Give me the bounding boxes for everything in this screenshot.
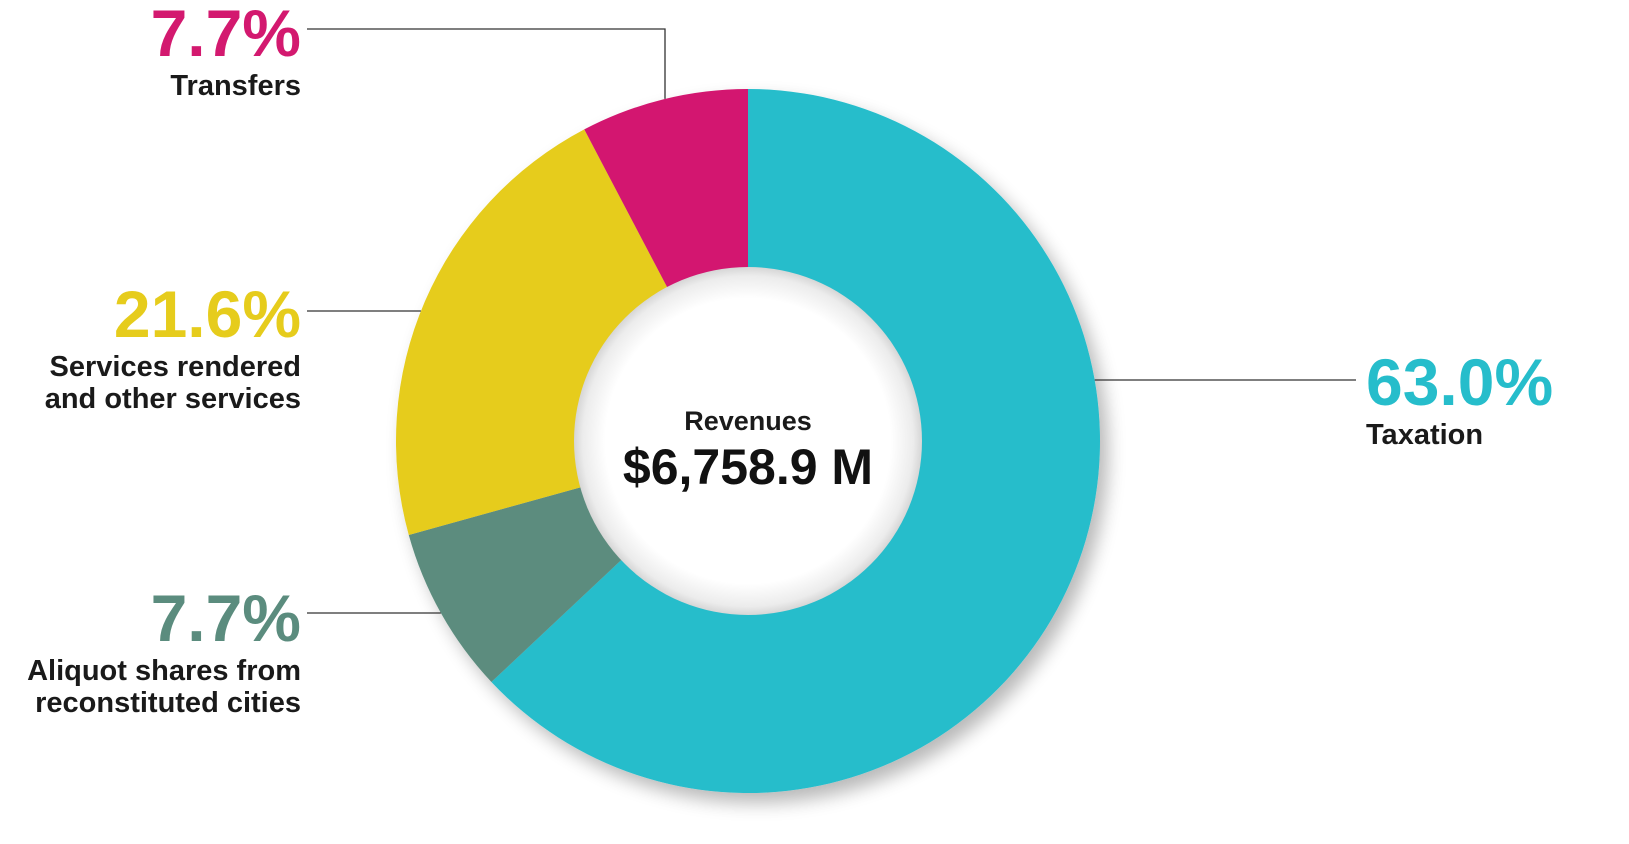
category-label-services-rendered-line-1: Services rendered xyxy=(50,351,301,383)
slice-services-rendered xyxy=(395,129,668,535)
leader-line-transfers xyxy=(307,28,666,99)
value-label-taxation: 63.0% xyxy=(1366,345,1553,419)
center-total-value: $6,758.9 M xyxy=(623,439,873,495)
slice-taxation xyxy=(491,89,1101,794)
category-label-taxation: Taxation xyxy=(1366,419,1483,451)
center-title: Revenues xyxy=(684,406,812,436)
category-label-aliquot-shares-from-line-2: reconstituted cities xyxy=(35,687,301,719)
value-label-transfers: 7.7% xyxy=(151,0,301,70)
slice-transfers xyxy=(584,89,748,289)
value-label-aliquot-shares-from: 7.7% xyxy=(151,581,301,655)
category-label-services-rendered-line-2: and other services xyxy=(45,383,301,415)
value-label-services-rendered: 21.6% xyxy=(114,277,301,351)
donut-hole xyxy=(574,267,922,615)
leader-lines xyxy=(307,28,1356,614)
category-label-transfers: Transfers xyxy=(170,70,301,102)
slice-aliquot-shares-from xyxy=(408,486,623,682)
donut-slices xyxy=(395,89,1101,794)
category-label-aliquot-shares-from-line-1: Aliquot shares from xyxy=(27,655,301,687)
